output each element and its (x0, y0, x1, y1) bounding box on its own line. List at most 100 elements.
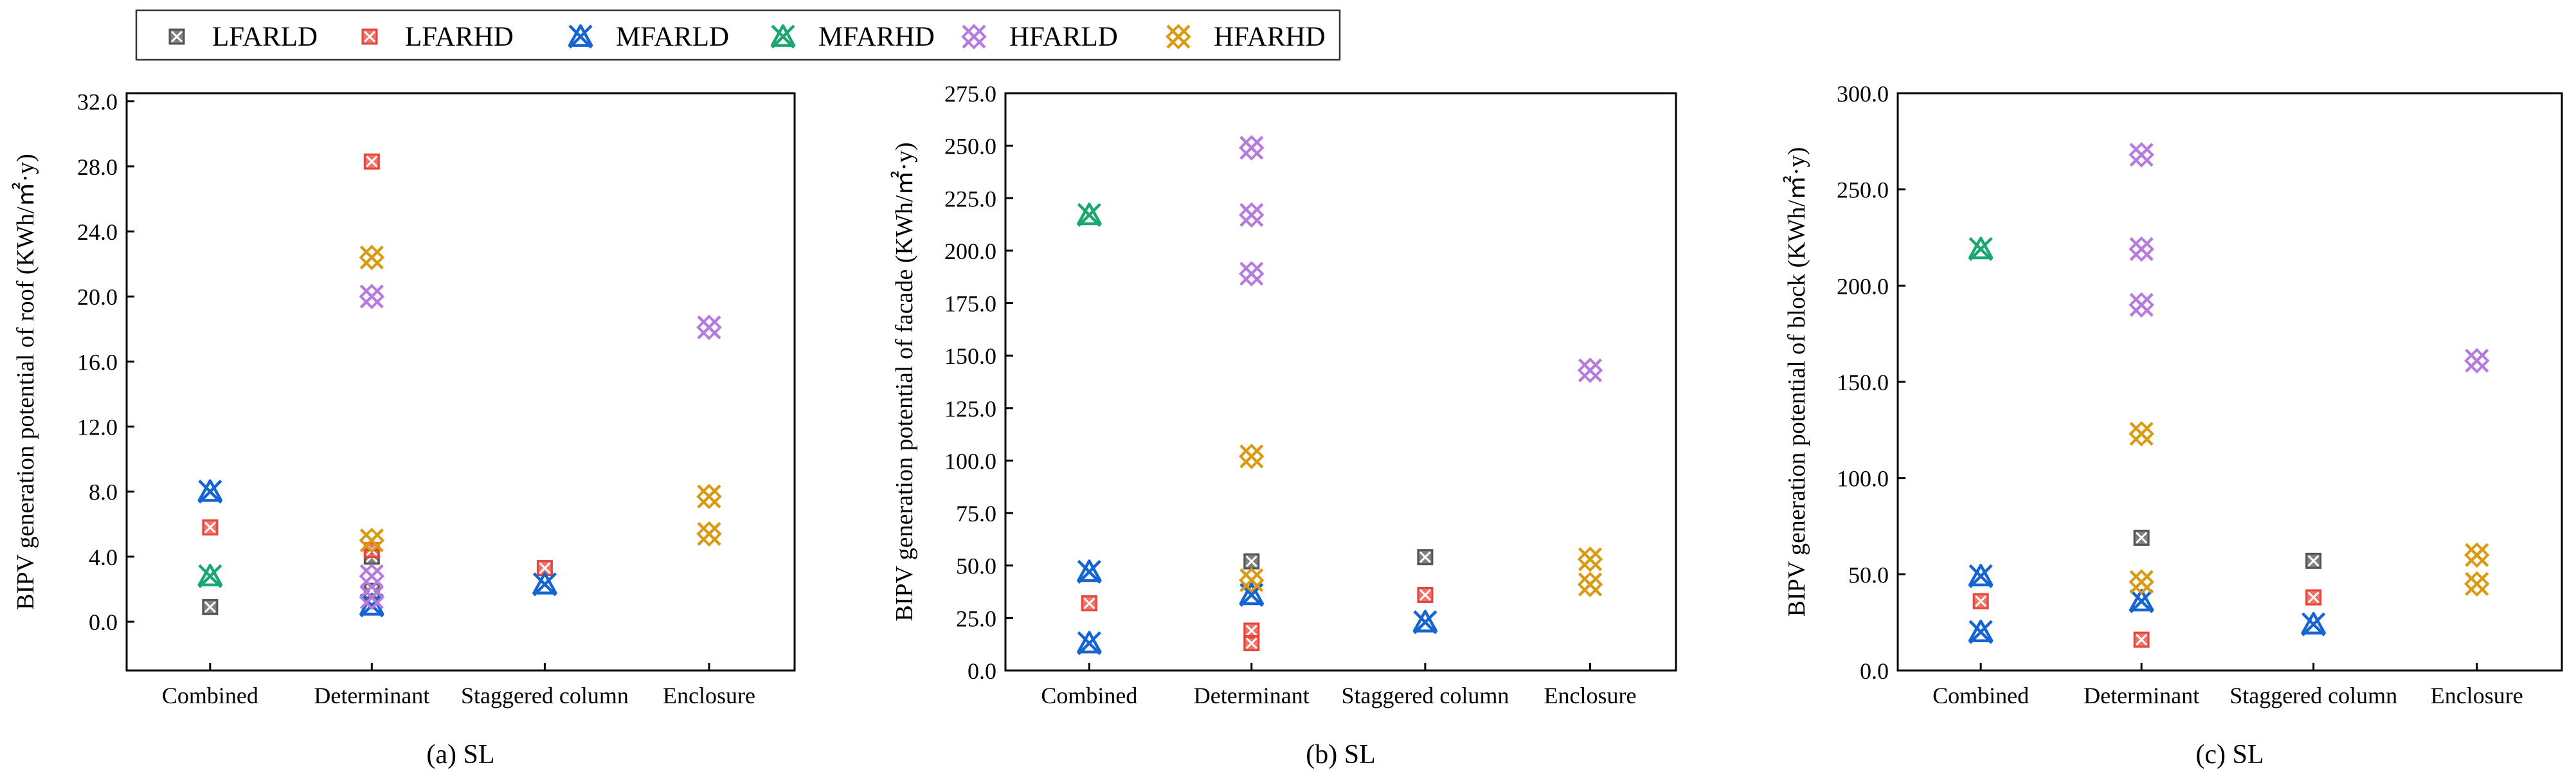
x-tick-label: Determinant (314, 683, 429, 708)
legend: LFARLD LFARHD MFARLD MFARHD HFARLD HFARHD (135, 9, 1341, 61)
legend-marker-mfarhd-icon (770, 24, 796, 49)
legend-marker-lfarld-icon (168, 28, 185, 45)
y-axis-label: BIPV generation potential of facade (KWh… (891, 142, 918, 621)
panel-caption: (b) SL (1306, 740, 1376, 770)
legend-item: LFARLD (168, 22, 318, 52)
x-tick-label: Enclosure (1544, 683, 1637, 708)
data-point-mfarld (2129, 588, 2154, 613)
panel-caption: (c) SL (2195, 740, 2264, 770)
plot-frame (1004, 92, 1677, 672)
data-point-lfarhd (202, 519, 219, 536)
legend-item: MFARHD (770, 22, 935, 52)
x-tick-label: Staggered column (2229, 683, 2397, 708)
legend-label: LFARHD (405, 22, 514, 52)
data-point-hfarld (1238, 261, 1265, 287)
y-tick-label: 0.0 (89, 609, 118, 635)
x-tick-label: Combined (1932, 683, 2029, 708)
legend-label: LFARLD (212, 22, 318, 52)
y-tick-label: 16.0 (77, 349, 118, 375)
data-point-lfarhd (1081, 595, 1097, 612)
data-point-mfarld (197, 479, 223, 504)
chart-panel: 0.0 25.0 50.0 75.0 100.0 125.0 150.0 175.0 200.0… (891, 81, 1677, 770)
y-tick-label: 50.0 (956, 554, 996, 579)
y-tick-label: 50.0 (1848, 562, 1889, 588)
legend-label: HFARHD (1214, 22, 1326, 52)
x-tick-label: Enclosure (2431, 683, 2523, 708)
data-point-hfarhd (2129, 569, 2154, 595)
data-point-lfarhd (363, 153, 380, 170)
data-point-hfarld (1238, 135, 1265, 161)
panel-caption: (a) SL (426, 740, 494, 770)
x-tick-label: Determinant (1194, 683, 1310, 708)
legend-marker-lfarhd-icon (361, 28, 378, 45)
legend-marker-hfarhd-icon (1166, 24, 1191, 50)
x-tick-label: Staggered column (461, 683, 629, 708)
data-point-hfarhd (2463, 571, 2490, 597)
y-tick-label: 12.0 (77, 415, 118, 440)
plot-frame (125, 92, 796, 672)
x-tick-label: Determinant (2084, 683, 2199, 708)
y-axis-label: BIPV generation potential of roof (KWh/㎡… (12, 154, 39, 610)
y-tick-label: 75.0 (956, 501, 996, 526)
x-tick-label: Staggered column (1341, 683, 1509, 708)
y-tick-label: 100.0 (1837, 466, 1889, 492)
data-point-hfarhd (1238, 567, 1265, 593)
data-point-lfarhd (1417, 586, 1434, 603)
y-tick-label: 250.0 (944, 134, 996, 159)
y-tick-label: 20.0 (77, 284, 118, 310)
legend-item: MFARLD (568, 22, 729, 52)
data-point-mfarhd (1077, 203, 1102, 227)
data-point-lfarld (202, 598, 219, 615)
data-point-hfarhd (359, 527, 385, 554)
data-point-hfarhd (2129, 420, 2154, 447)
data-point-hfarld (696, 314, 722, 341)
data-point-hfarld (2129, 141, 2154, 168)
data-point-hfarhd (1577, 572, 1603, 597)
data-point-hfarld (2129, 292, 2154, 318)
data-point-hfarld (1577, 357, 1603, 383)
data-point-lfarhd (2133, 631, 2150, 648)
data-point-hfarld (2463, 348, 2490, 374)
x-tick-label: Enclosure (663, 683, 755, 708)
data-point-mfarhd (197, 564, 223, 588)
data-point-mfarld (532, 572, 557, 597)
y-tick-label: 225.0 (944, 186, 996, 212)
data-point-hfarld (359, 584, 385, 610)
data-point-lfarld (2305, 552, 2322, 569)
y-tick-label: 150.0 (944, 343, 996, 369)
y-tick-label: 4.0 (89, 544, 118, 570)
data-point-mfarhd (1968, 237, 1994, 262)
y-tick-label: 8.0 (89, 480, 118, 505)
data-point-mfarld (1412, 609, 1438, 634)
legend-marker-mfarld-icon (568, 24, 593, 49)
legend-label: MFARLD (616, 22, 729, 52)
data-point-hfarld (359, 284, 385, 310)
legend-label: MFARHD (818, 22, 935, 52)
y-tick-label: 250.0 (1837, 177, 1889, 203)
data-point-mfarld (2301, 611, 2326, 636)
y-axis-label: BIPV generation potential of block (KWh/… (1783, 147, 1810, 617)
data-point-mfarld (1968, 619, 1994, 644)
data-point-hfarhd (696, 483, 722, 510)
x-tick-label: Combined (162, 683, 258, 708)
data-point-hfarld (2129, 236, 2154, 262)
data-point-lfarld (1243, 553, 1260, 570)
chart-panel: 0.0 4.0 8.0 12.0 16.0 20.0 24.0 28.0 32.0 Combine… (12, 89, 796, 770)
y-tick-label: 175.0 (944, 291, 996, 317)
y-tick-label: 125.0 (944, 396, 996, 422)
y-tick-label: 100.0 (944, 448, 996, 474)
y-tick-label: 25.0 (956, 606, 996, 631)
chart-panel: 0.0 50.0 100.0 150.0 200.0 250.0 300.0 Combined… (1783, 81, 2563, 770)
data-point-hfarhd (696, 521, 722, 547)
data-point-mfarld (1077, 631, 1102, 656)
y-tick-label: 24.0 (77, 219, 118, 245)
y-tick-label: 32.0 (77, 89, 118, 115)
legend-label: HFARLD (1009, 22, 1118, 52)
legend-item: HFARLD (961, 22, 1118, 52)
x-tick-label: Combined (1041, 683, 1137, 708)
y-tick-label: 0.0 (968, 658, 996, 684)
legend-item: LFARHD (361, 22, 514, 52)
data-point-lfarhd (1243, 622, 1260, 639)
legend-frame (135, 9, 1341, 61)
data-point-hfarld (1238, 202, 1265, 228)
